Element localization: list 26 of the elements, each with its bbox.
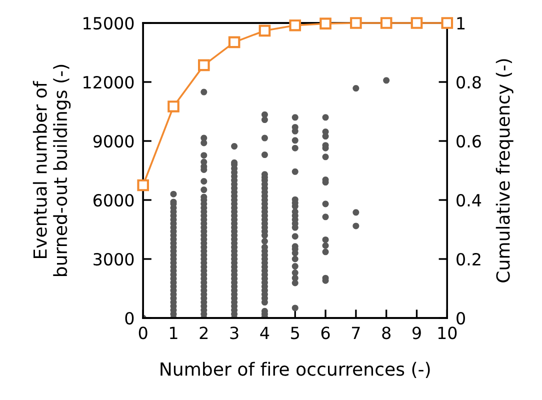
x-tick-label: 7 — [352, 326, 360, 339]
x-tick-label: 8 — [382, 326, 390, 340]
x-tick-label: 0 — [138, 326, 148, 340]
y-tick-label: 6000 — [94, 194, 134, 207]
y2-tick-label: 0.8 — [456, 76, 481, 89]
x-tick-label: 3 — [230, 326, 238, 340]
x-tick-label: 6 — [321, 326, 330, 340]
x-tick-label: 2 — [200, 326, 208, 339]
y2-tick-label: 0.4 — [456, 194, 482, 207]
y2-tick-label: 1 — [457, 17, 465, 30]
y2-tick-label: 0.6 — [456, 134, 481, 148]
y-tick-label: 3000 — [94, 252, 134, 266]
y-tick-label: 15000 — [84, 16, 134, 30]
x-tick-label: 5 — [291, 326, 299, 340]
x-tick-label: 4 — [260, 326, 270, 339]
x-axis-title: Number of fire occurrences (-) — [160, 362, 430, 378]
y2-tick-label: 0 — [456, 312, 465, 325]
x-tick-label: 9 — [412, 326, 421, 340]
x-tick-label: 10 — [438, 326, 457, 340]
y2-axis-title: Cumulative frequency (-) — [496, 59, 514, 282]
y-tick-label: 12000 — [84, 76, 134, 89]
y-axis-title: Eventual number of burned-out buildings (-) — [32, 64, 71, 276]
y-tick-label: 9000 — [93, 134, 134, 148]
y-tick-label: 0 — [125, 312, 134, 325]
x-tick-label: 1 — [170, 326, 178, 339]
y2-tick-label: 0.2 — [456, 252, 480, 266]
